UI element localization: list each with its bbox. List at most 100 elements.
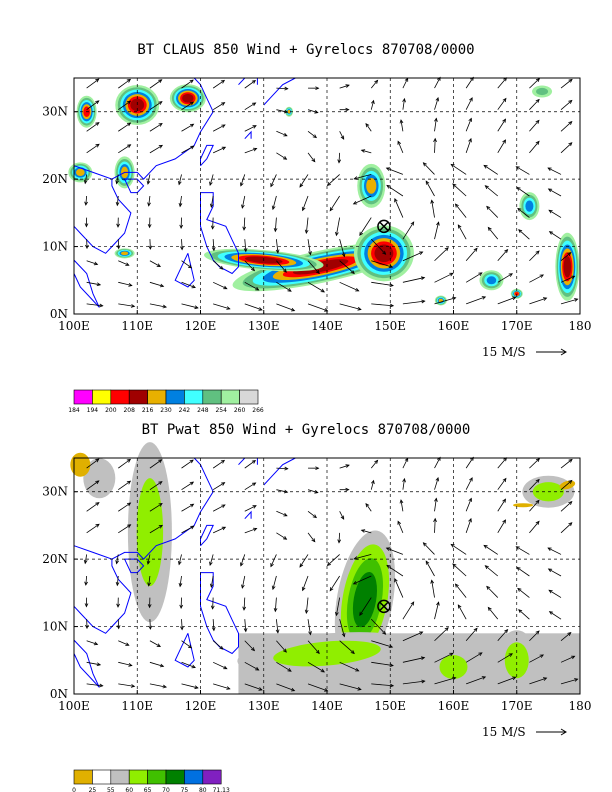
wind-vector <box>85 195 88 206</box>
wind-vector <box>276 87 288 90</box>
colorbar-swatch <box>128 769 148 785</box>
wind-vector <box>307 489 318 494</box>
wind-vector-head <box>410 601 415 606</box>
wind-vector-head <box>419 631 424 635</box>
wind-vector <box>486 206 499 218</box>
wind-vector <box>241 195 246 209</box>
wind-vector <box>147 174 151 185</box>
wind-vector <box>244 239 247 252</box>
wind-vector-head <box>189 481 195 486</box>
wind-vector <box>529 479 540 490</box>
wind-vector <box>181 303 199 309</box>
wind-vector-head <box>95 122 100 126</box>
wind-vector-head <box>252 505 257 509</box>
wind-vector-head <box>535 630 540 635</box>
wind-vector-head <box>567 632 572 636</box>
colorbar-swatch <box>165 769 185 785</box>
wind-vector-head <box>444 627 449 632</box>
wind-vector-head <box>397 140 402 145</box>
wind-vector-head <box>517 207 522 212</box>
shaded-region <box>439 655 468 680</box>
colorbar-label: 260 <box>234 407 246 414</box>
wind-vector <box>516 546 530 555</box>
wind-vector <box>116 575 119 586</box>
reference-vector: 15 M/S <box>482 345 567 359</box>
wind-vector <box>118 122 131 132</box>
wind-vector-head <box>159 283 165 288</box>
wind-vector <box>497 676 516 685</box>
wind-vector-head <box>352 580 358 585</box>
wind-vector-head <box>542 677 548 681</box>
colorbar-label: 0 <box>72 787 76 792</box>
wind-vector-head <box>382 630 387 635</box>
wind-vector-head <box>158 101 163 105</box>
wind-vector-head <box>270 182 274 188</box>
wind-vector-head <box>96 282 102 287</box>
wind-vector <box>402 98 405 110</box>
wind-vector <box>179 195 182 207</box>
wind-vector <box>402 478 405 490</box>
wind-vector-head <box>502 139 506 144</box>
wind-vector <box>335 597 341 616</box>
wind-vector-head <box>547 188 553 193</box>
wind-vector-head <box>449 652 454 657</box>
wind-vector-head <box>518 229 523 234</box>
wind-vector <box>434 498 437 512</box>
wind-vector-head <box>512 676 517 681</box>
wind-vector-head <box>85 244 89 250</box>
wind-vector-head <box>341 633 346 638</box>
coastline-segment <box>263 457 296 486</box>
wind-vector <box>212 661 227 670</box>
wind-vector <box>497 139 506 154</box>
colorbar-swatch <box>92 769 112 785</box>
wind-vector <box>397 141 404 153</box>
shaded-region <box>486 276 497 285</box>
wind-vector-head <box>452 676 457 681</box>
wind-vector <box>276 239 279 253</box>
wind-vector-head <box>147 582 151 587</box>
wind-vector <box>181 661 196 668</box>
wind-vector <box>560 121 573 132</box>
wind-vector-head <box>253 147 258 152</box>
wind-vector <box>339 640 355 654</box>
wind-vector <box>560 275 575 283</box>
wind-vector <box>371 260 393 268</box>
wind-vector <box>425 561 435 577</box>
wind-vector <box>529 120 540 132</box>
wind-vector <box>213 683 230 690</box>
wind-vector-head <box>158 524 163 529</box>
wind-vector <box>465 498 472 512</box>
wind-vector <box>276 109 288 113</box>
wind-vector-head <box>502 477 507 483</box>
wind-vector <box>181 79 194 89</box>
wind-vector-head <box>437 456 441 461</box>
wind-vector-head <box>95 502 100 506</box>
wind-vector <box>307 303 328 312</box>
shaded-region <box>121 251 129 256</box>
coastline-segment <box>73 77 214 180</box>
colorbar-swatch <box>202 769 222 785</box>
wind-vector <box>244 102 256 111</box>
wind-vector-head <box>539 654 545 658</box>
shaded-region <box>536 87 549 96</box>
wind-vector-head <box>335 611 339 617</box>
wind-vector <box>181 123 194 132</box>
wind-vector-head <box>389 663 394 667</box>
shaded-region <box>366 177 377 194</box>
wind-vector <box>210 195 214 208</box>
wind-vector <box>272 575 277 590</box>
wind-vector-head <box>84 201 88 206</box>
wind-vector <box>465 272 483 283</box>
wind-vector-head <box>355 667 360 672</box>
shaded-region <box>273 640 381 667</box>
colorbar-label: 25 <box>89 787 97 792</box>
wind-vector-head <box>156 643 161 647</box>
wind-vector <box>497 296 516 305</box>
wind-vector-head <box>568 479 573 484</box>
wind-vector-head <box>386 564 391 569</box>
wind-vector <box>307 640 320 654</box>
wind-vector-head <box>271 205 276 211</box>
wind-vector-head <box>299 563 304 568</box>
wind-vector-head <box>385 547 391 551</box>
wind-vector-head <box>388 644 394 648</box>
